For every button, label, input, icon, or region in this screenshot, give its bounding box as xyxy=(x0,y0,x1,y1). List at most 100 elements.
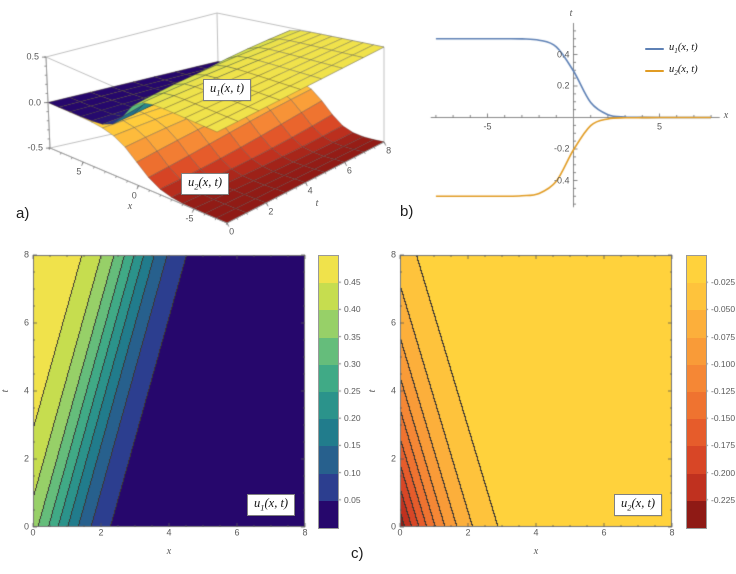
u2-subscript: 2 xyxy=(194,181,199,192)
tick-label: 0 xyxy=(30,527,36,538)
tick-label: 0.2 xyxy=(556,80,570,91)
u2-args: (x, t) xyxy=(198,175,223,189)
colorbar-left xyxy=(318,255,339,529)
legend-line-u1 xyxy=(645,48,664,50)
tick-label: 2 xyxy=(390,453,396,464)
tick-label: 0 xyxy=(131,190,137,201)
colorbar-band xyxy=(319,446,338,474)
colorbar-band xyxy=(687,364,706,392)
colorbar-right xyxy=(686,255,707,529)
t-axis-label-contour-left: t xyxy=(0,389,11,393)
tick-label: 4 xyxy=(166,527,172,538)
colorbar-tick-label: 0.40 xyxy=(344,304,361,315)
legend-line-u2 xyxy=(645,70,664,72)
colorbar-tick-label: -0.175 xyxy=(711,440,736,451)
contour-label-box-u2: u2(x, t) xyxy=(614,494,663,517)
colorbar-tick-label: -0.200 xyxy=(711,467,736,478)
colorbar-tick-label: -0.075 xyxy=(711,331,736,342)
tick-label: 8 xyxy=(386,145,392,156)
tick-label: 0 xyxy=(390,521,396,532)
colorbar-tick-label: 0.15 xyxy=(344,440,361,451)
panel-letter-a: a) xyxy=(16,205,30,222)
tick-label: -0.5 xyxy=(27,142,43,153)
colorbar-band xyxy=(687,419,706,447)
colorbar-band xyxy=(319,391,338,420)
colorbar-tick-label: 0.20 xyxy=(344,412,361,423)
tick-label: 4 xyxy=(23,385,29,396)
tick-label: 0 xyxy=(23,521,29,532)
tick-label: 8 xyxy=(23,249,29,260)
u1-args: (x, t) xyxy=(220,81,245,95)
colorbar-band xyxy=(319,473,338,501)
tick-label: 0.5 xyxy=(26,51,39,62)
legend-label-u1: u1(x, t) xyxy=(669,42,698,56)
tick-label: 4 xyxy=(307,185,313,196)
contour-label-box-u1: u1(x, t) xyxy=(247,494,296,517)
x-axis-label-line-plot: x xyxy=(723,110,729,121)
u2-symbol: u xyxy=(188,175,195,189)
colorbar-band xyxy=(687,500,706,528)
colorbar-tick-label: -0.025 xyxy=(711,276,736,287)
tick-label: -0.4 xyxy=(553,175,570,185)
tick-label: 2 xyxy=(98,527,104,538)
colorbar-band xyxy=(319,364,338,392)
x-axis-label-contour-right: x xyxy=(533,546,539,557)
surface-label-box-u1: u1(x, t) xyxy=(203,79,252,102)
tick-label: 0 xyxy=(229,226,235,237)
u1-subscript: 1 xyxy=(216,87,221,98)
colorbar-tick-label: -0.100 xyxy=(711,358,736,369)
tick-label: 6 xyxy=(601,527,607,538)
tick-label: -5 xyxy=(185,213,194,224)
colorbar-tick-label: -0.150 xyxy=(711,412,736,423)
panel-letter-b: b) xyxy=(400,203,414,220)
colorbar-tick-label: 0.30 xyxy=(344,358,361,369)
colorbar-band xyxy=(687,473,706,501)
colorbar-band xyxy=(687,310,706,338)
colorbar-tick-label: -0.125 xyxy=(711,385,736,396)
colorbar-tick-label: 0.05 xyxy=(344,494,361,505)
tick-label: 2 xyxy=(465,527,471,538)
legend-item-u2: u2(x, t) xyxy=(645,60,698,82)
tick-label: -0.2 xyxy=(553,143,570,154)
tick-label: 0.0 xyxy=(28,97,41,107)
colorbar-tick-label: 0.25 xyxy=(344,385,361,396)
tick-label: 6 xyxy=(390,317,396,328)
colorbar-band xyxy=(319,256,338,284)
colorbar-band xyxy=(319,337,338,365)
tick-label: 0.4 xyxy=(556,49,570,59)
tick-label: 0 xyxy=(397,527,403,538)
legend: u1(x, t) u2(x, t) xyxy=(645,38,698,82)
t-axis-label-3d: t xyxy=(315,198,319,209)
tick-label: 4 xyxy=(533,527,539,538)
colorbar-band xyxy=(319,500,338,528)
surface-label-box-u2: u2(x, t) xyxy=(181,173,230,196)
u1-symbol: u xyxy=(210,81,217,95)
t-axis-label-contour-right: t xyxy=(367,389,378,393)
colorbar-band xyxy=(687,446,706,474)
colorbar-tick-label: -0.050 xyxy=(711,304,736,315)
colorbar-band xyxy=(687,337,706,365)
colorbar-tick-label: 0.45 xyxy=(344,276,361,287)
tick-label: 2 xyxy=(268,206,274,217)
colorbar-band xyxy=(687,256,706,284)
colorbar-band xyxy=(687,283,706,311)
legend-label-u2: u2(x, t) xyxy=(669,64,698,78)
colorbar-band xyxy=(319,283,338,311)
tick-label: 2 xyxy=(23,453,29,464)
tick-label: -5 xyxy=(483,121,492,131)
tick-label: 8 xyxy=(302,527,308,538)
tick-label: 5 xyxy=(656,121,663,131)
tick-label: 6 xyxy=(346,165,352,176)
y-axis-label-line-plot: t xyxy=(569,8,573,19)
tick-label: 8 xyxy=(669,527,675,538)
tick-label: 6 xyxy=(23,317,29,328)
colorbar-tick-label: -0.225 xyxy=(711,494,736,505)
tick-label: 5 xyxy=(76,166,82,177)
legend-item-u1: u1(x, t) xyxy=(645,38,698,60)
x-axis-label-contour-left: x xyxy=(166,546,172,557)
tick-label: 6 xyxy=(234,527,240,538)
colorbar-band xyxy=(687,391,706,420)
x-axis-label-3d: x xyxy=(127,201,133,212)
